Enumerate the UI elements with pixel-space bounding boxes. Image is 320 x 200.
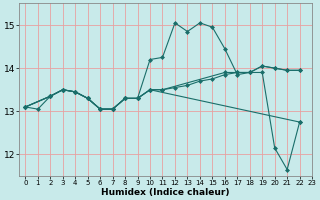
- X-axis label: Humidex (Indice chaleur): Humidex (Indice chaleur): [101, 188, 230, 197]
